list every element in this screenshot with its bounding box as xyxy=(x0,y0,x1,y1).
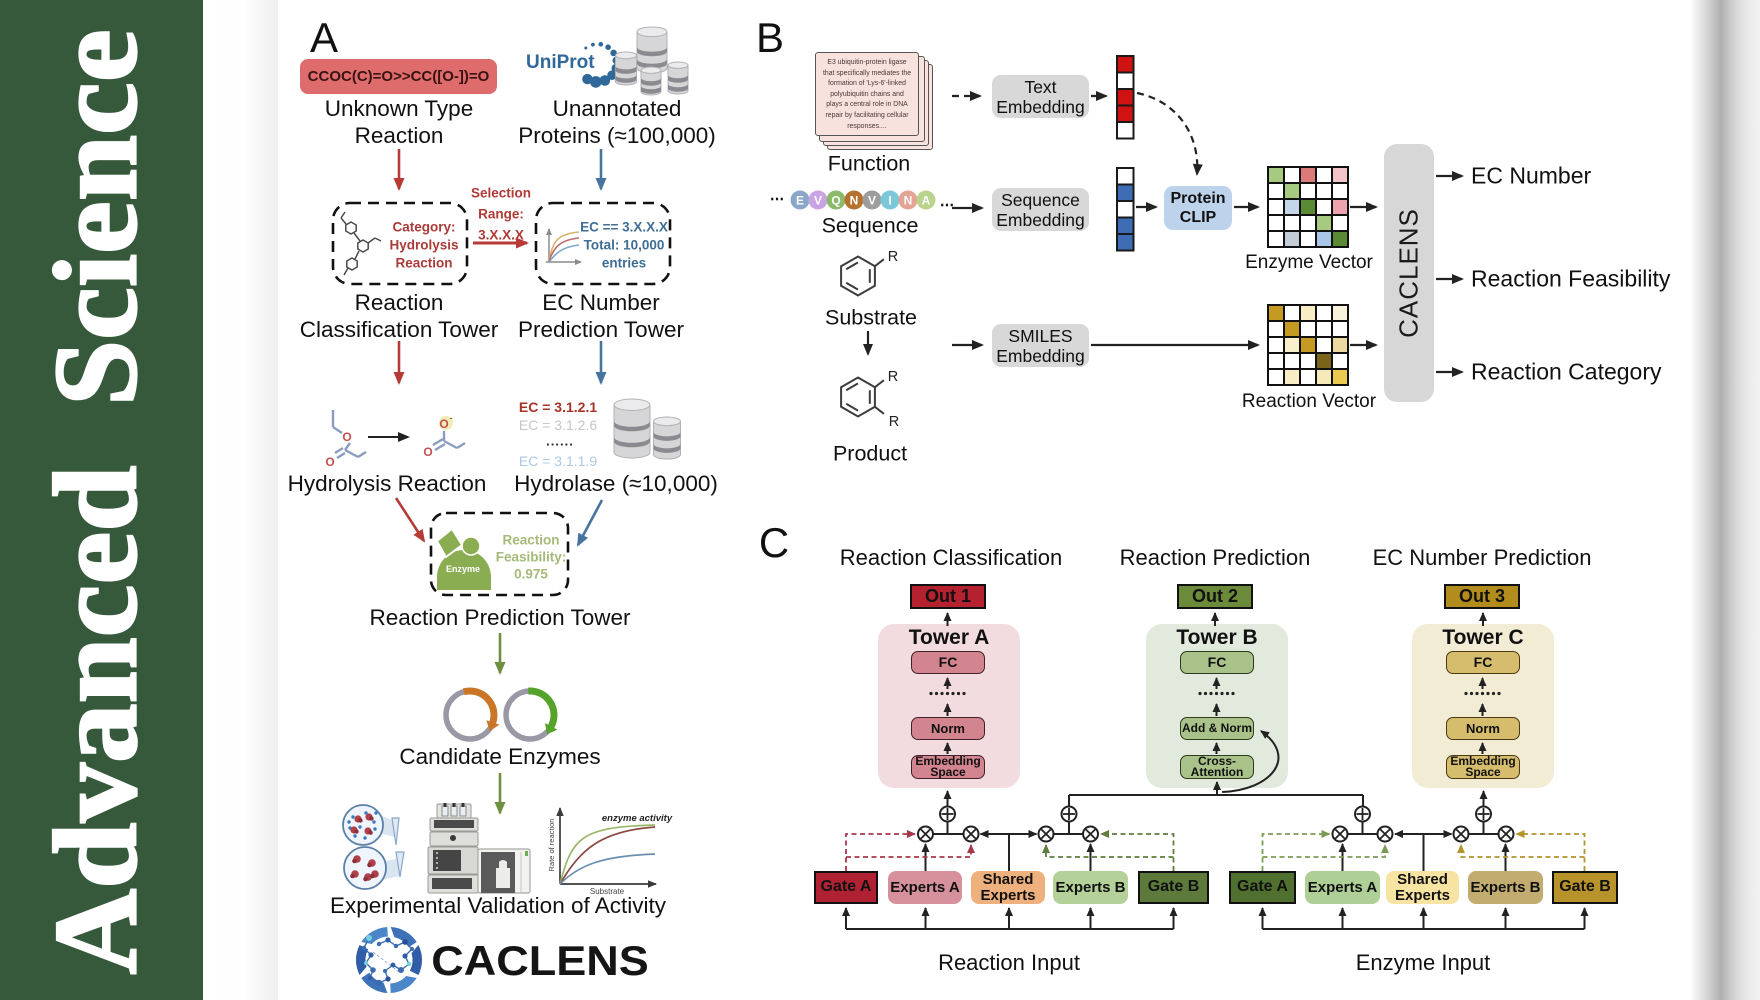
svg-text:Substrate: Substrate xyxy=(590,887,625,896)
svg-text:V: V xyxy=(814,194,822,208)
svg-text:R: R xyxy=(889,414,899,430)
svg-text:I: I xyxy=(888,194,891,208)
svg-text:O: O xyxy=(325,455,334,469)
svg-text:N: N xyxy=(904,194,913,208)
svg-text:N: N xyxy=(850,194,859,208)
svg-text:O: O xyxy=(439,417,448,431)
svg-text:V: V xyxy=(868,194,876,208)
svg-text:R: R xyxy=(888,369,898,385)
svg-text:A: A xyxy=(922,194,931,208)
svg-text:R: R xyxy=(888,249,898,265)
svg-text:Q: Q xyxy=(831,194,840,208)
svg-text:Rate of reaction: Rate of reaction xyxy=(547,819,556,872)
svg-text:Enzyme: Enzyme xyxy=(446,564,480,574)
svg-text:O: O xyxy=(342,430,351,444)
svg-text:-: - xyxy=(450,413,453,423)
svg-text:E: E xyxy=(796,194,804,208)
svg-text:enzyme activity: enzyme activity xyxy=(602,813,673,824)
svg-text:O: O xyxy=(423,445,432,459)
